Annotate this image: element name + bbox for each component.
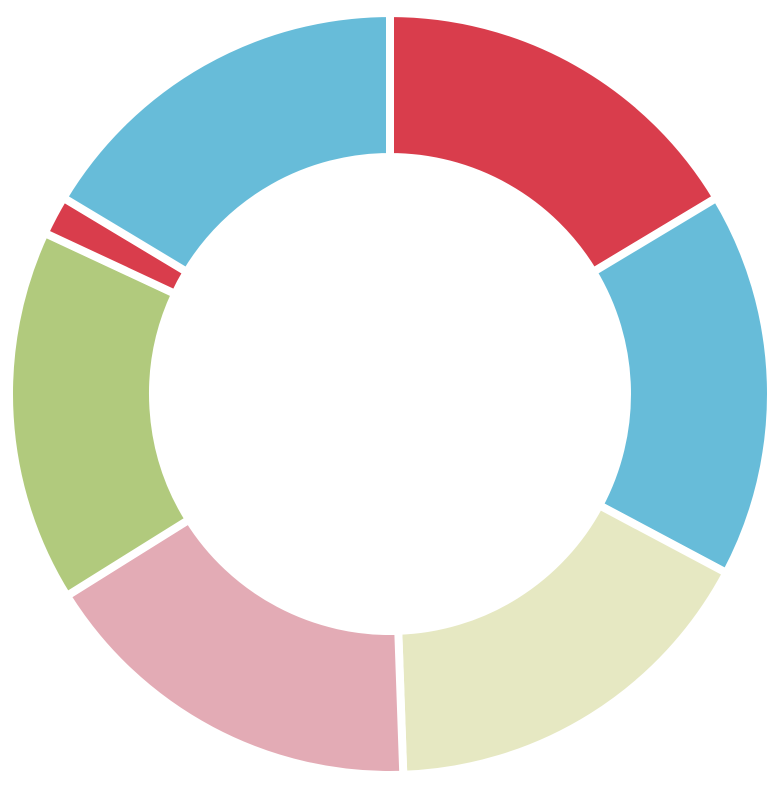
donut-slice xyxy=(5,227,195,602)
donut-slice xyxy=(386,8,723,278)
donut-slice xyxy=(587,192,775,579)
donut-slice xyxy=(61,514,408,779)
donut-slice xyxy=(394,499,732,779)
donut-slice xyxy=(57,8,394,278)
